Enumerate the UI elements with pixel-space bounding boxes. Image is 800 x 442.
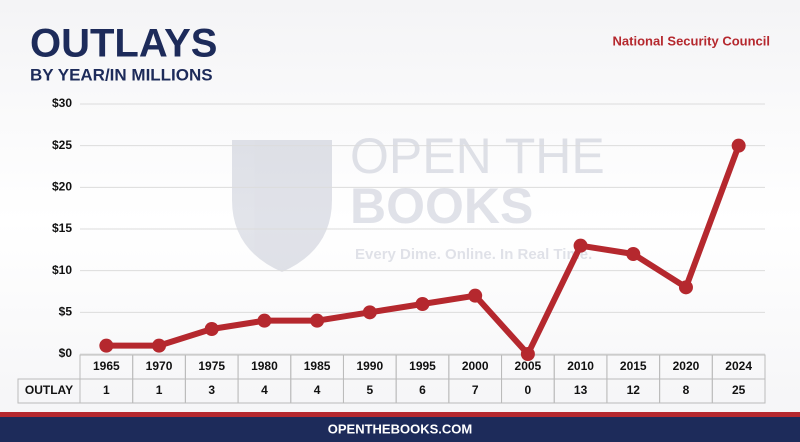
- table-cell: [711, 378, 766, 404]
- x-tick-label: 1985: [304, 359, 331, 373]
- y-tick-label: $20: [52, 180, 72, 194]
- table-value: 13: [574, 383, 588, 397]
- x-tick-label: 2024: [725, 359, 752, 373]
- footer: OPENTHEBOOKS.COM: [328, 421, 472, 436]
- point: [626, 247, 641, 261]
- point: [362, 305, 377, 320]
- point: [520, 347, 535, 361]
- point: [152, 338, 167, 353]
- point: [678, 280, 693, 295]
- y-tick-label: $25: [52, 138, 72, 152]
- table-value: 5: [366, 383, 373, 397]
- x-tick-label: 1990: [356, 359, 383, 373]
- table-value: 8: [683, 383, 690, 397]
- chart-subtitle: BY YEAR/IN MILLIONS: [30, 65, 213, 84]
- x-tick-label: 1980: [251, 359, 278, 373]
- watermark-tagline: Every Dime. Online. In Real Time.: [355, 246, 592, 263]
- table-value: 6: [419, 383, 426, 397]
- point: [468, 288, 483, 303]
- y-tick-label: $15: [52, 221, 72, 235]
- table-row-label: OUTLAY: [25, 383, 73, 397]
- watermark-title: OPEN THE: [350, 128, 605, 184]
- table-value: 1: [103, 383, 110, 397]
- point: [415, 297, 430, 311]
- watermark-title-2: BOOKS: [350, 178, 533, 234]
- watermark-shield: [232, 140, 332, 272]
- table-value: 4: [261, 383, 268, 397]
- table-value: 12: [627, 383, 641, 397]
- x-tick-label: 2015: [620, 359, 647, 373]
- x-tick-label: 2005: [515, 359, 542, 373]
- table-value: 1: [156, 383, 163, 397]
- x-tick-label: 2000: [462, 359, 489, 373]
- x-tick-label: 2010: [567, 359, 594, 373]
- x-tick-label: 2020: [673, 359, 700, 373]
- point: [310, 313, 325, 328]
- chart-title: OUTLAYS: [30, 22, 217, 66]
- table-value: 25: [732, 383, 746, 397]
- y-tick-label: $0: [59, 346, 73, 360]
- point: [99, 338, 114, 353]
- point: [731, 138, 746, 153]
- footer-band: [0, 417, 800, 442]
- annotation: National Security Council: [613, 33, 770, 48]
- point: [204, 322, 219, 336]
- x-tick-label: 1995: [409, 359, 436, 373]
- table-value: 3: [208, 383, 215, 397]
- x-tick-label: 1970: [146, 359, 173, 373]
- table-value: 4: [314, 383, 321, 397]
- y-tick-label: $30: [52, 96, 72, 110]
- footer-stripe: [0, 412, 800, 417]
- point: [573, 238, 588, 253]
- x-tick-label: 1965: [93, 359, 120, 373]
- y-tick-label: $5: [59, 305, 73, 319]
- y-tick-label: $10: [52, 263, 72, 277]
- point: [257, 313, 272, 328]
- table-value: 7: [472, 383, 479, 397]
- table-value: 0: [525, 383, 532, 397]
- x-tick-label: 1975: [198, 359, 225, 373]
